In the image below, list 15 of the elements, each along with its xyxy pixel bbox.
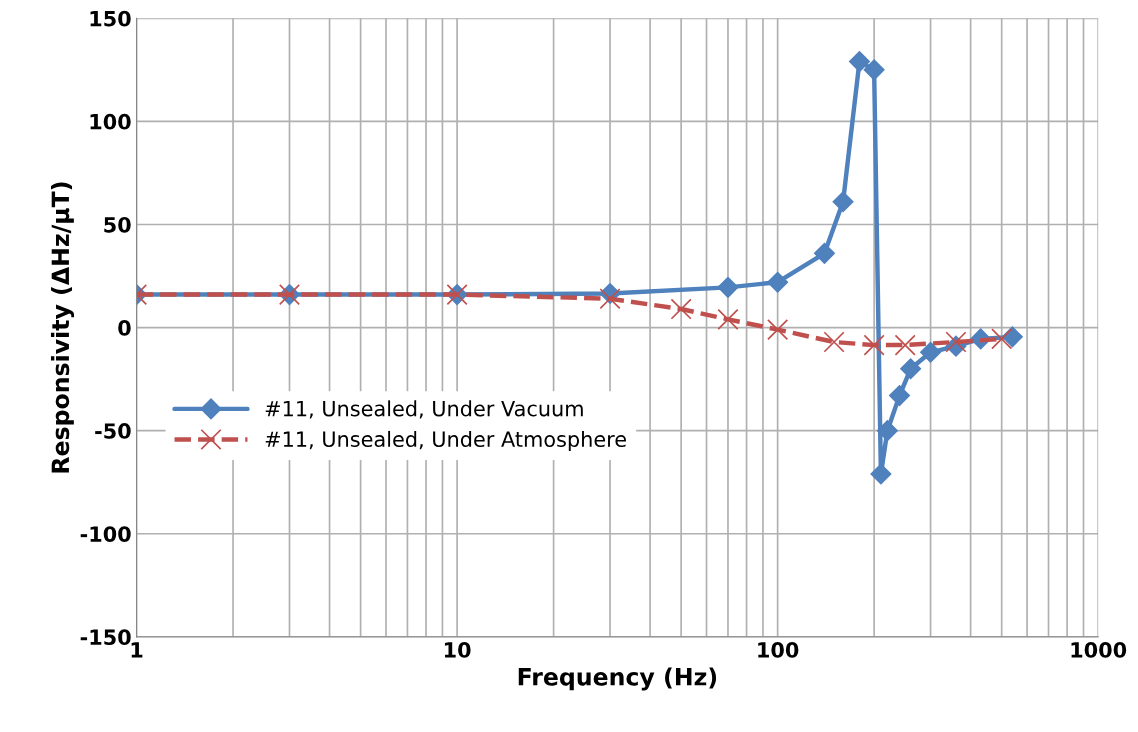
legend-label: #11, Unsealed, Under Vacuum bbox=[265, 400, 583, 419]
y-tick-label: -150 bbox=[80, 629, 131, 646]
y-tick-label: 50 bbox=[104, 216, 131, 233]
x-tick-label: 100 bbox=[758, 642, 799, 658]
y-axis-title: Responsivity (ΔHz/µT) bbox=[50, 182, 75, 473]
y-tick-label: -100 bbox=[80, 526, 131, 542]
x-tick-label: 10 bbox=[444, 642, 471, 658]
y-tick-label: 0 bbox=[118, 320, 131, 336]
y-tick-label: -50 bbox=[95, 423, 131, 439]
y-tick-label: 150 bbox=[90, 10, 131, 27]
x-tick-label: 1000 bbox=[1071, 642, 1127, 658]
x-axis-title: Frequency (Hz) bbox=[518, 667, 717, 691]
y-tick-label: 100 bbox=[90, 113, 131, 130]
legend-label: #11, Unsealed, Under Atmosphere bbox=[265, 430, 626, 452]
x-tick-label: 1 bbox=[131, 642, 143, 658]
